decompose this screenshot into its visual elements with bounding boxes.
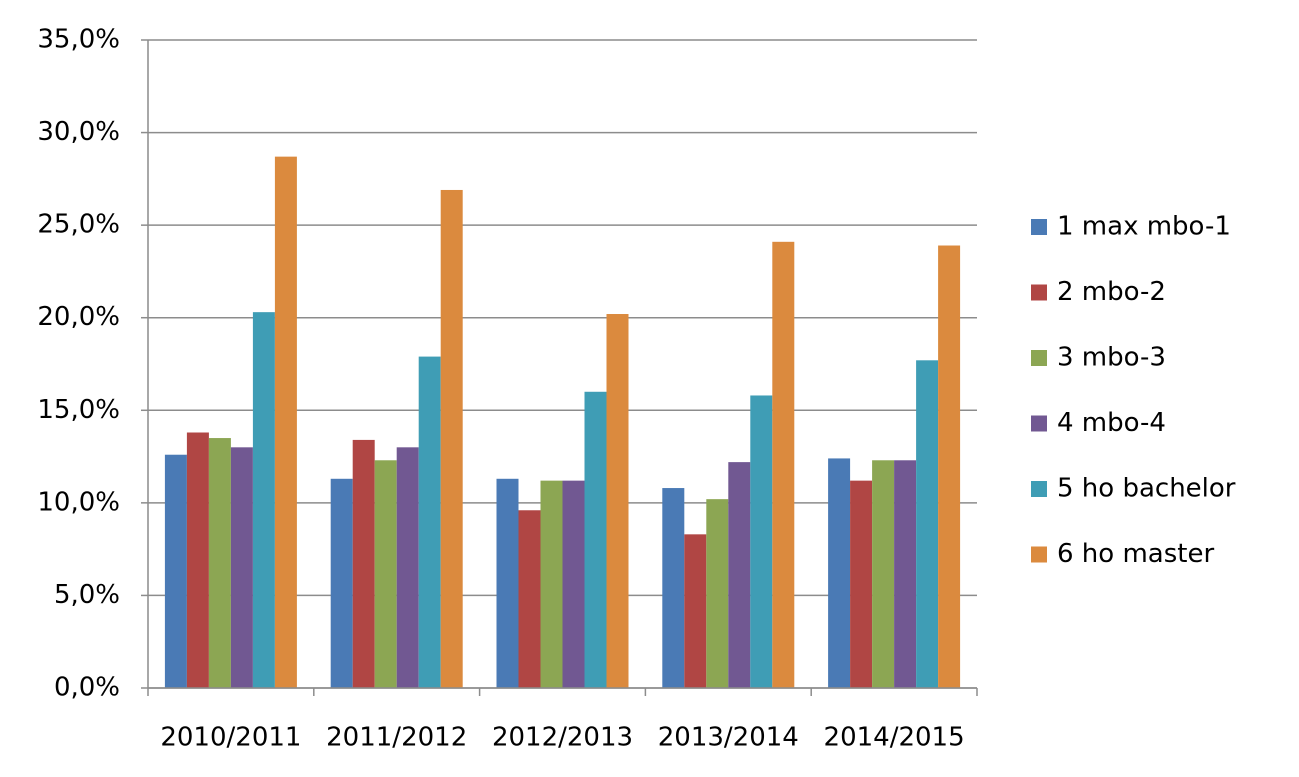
legend-swatch: [1031, 415, 1047, 432]
bar: [330, 478, 353, 688]
bar: [684, 534, 707, 688]
x-tick-label: 2012/2013: [492, 723, 633, 753]
bar: [540, 480, 563, 688]
bar: [938, 245, 961, 688]
legend-swatch: [1031, 481, 1047, 497]
bar: [352, 439, 375, 688]
bar: [894, 460, 917, 688]
bar: [252, 312, 275, 688]
legend-label: 1 max mbo-1: [1057, 212, 1231, 242]
x-tick-label: 2014/2015: [824, 723, 965, 753]
y-tick-label: 5,0%: [54, 580, 120, 610]
legend-swatch: [1031, 284, 1047, 301]
legend-swatch: [1031, 350, 1047, 366]
bar: [396, 447, 419, 688]
bar: [728, 462, 751, 688]
legend-swatch: [1031, 546, 1047, 563]
bar: [584, 391, 607, 688]
bar: [850, 480, 873, 688]
bar: [606, 314, 629, 688]
legend-label: 6 ho master: [1057, 539, 1214, 569]
y-tick-label: 25,0%: [37, 210, 120, 240]
bar: [662, 488, 685, 688]
bar: [828, 458, 851, 688]
bar: [418, 356, 441, 688]
bar: [706, 499, 729, 688]
bar: [186, 432, 209, 688]
bar: [916, 360, 939, 688]
y-tick-label: 30,0%: [37, 117, 120, 147]
legend-label: 5 ho bachelor: [1057, 474, 1236, 504]
bar: [518, 510, 541, 688]
y-tick-label: 20,0%: [37, 302, 120, 332]
bar: [562, 480, 585, 688]
bar: [496, 478, 519, 688]
bar: [374, 460, 397, 688]
legend-label: 2 mbo-2: [1057, 277, 1166, 307]
bar: [230, 447, 253, 688]
bar: [772, 241, 795, 688]
bar: [440, 189, 463, 689]
x-tick-label: 2013/2014: [658, 723, 799, 753]
x-tick-label: 2010/2011: [160, 723, 301, 753]
bar: [750, 395, 773, 688]
bar: [274, 156, 297, 688]
legend-label: 3 mbo-3: [1057, 343, 1166, 373]
x-tick-label: 2011/2012: [326, 723, 467, 753]
y-tick-label: 10,0%: [37, 487, 120, 517]
legend-swatch: [1031, 219, 1047, 235]
y-tick-label: 15,0%: [37, 395, 120, 425]
legend-label: 4 mbo-4: [1057, 408, 1166, 438]
bar: [872, 460, 895, 688]
y-tick-label: 0,0%: [54, 673, 120, 703]
bar: [164, 454, 187, 688]
bar: [208, 438, 231, 688]
y-tick-label: 35,0%: [37, 25, 120, 55]
